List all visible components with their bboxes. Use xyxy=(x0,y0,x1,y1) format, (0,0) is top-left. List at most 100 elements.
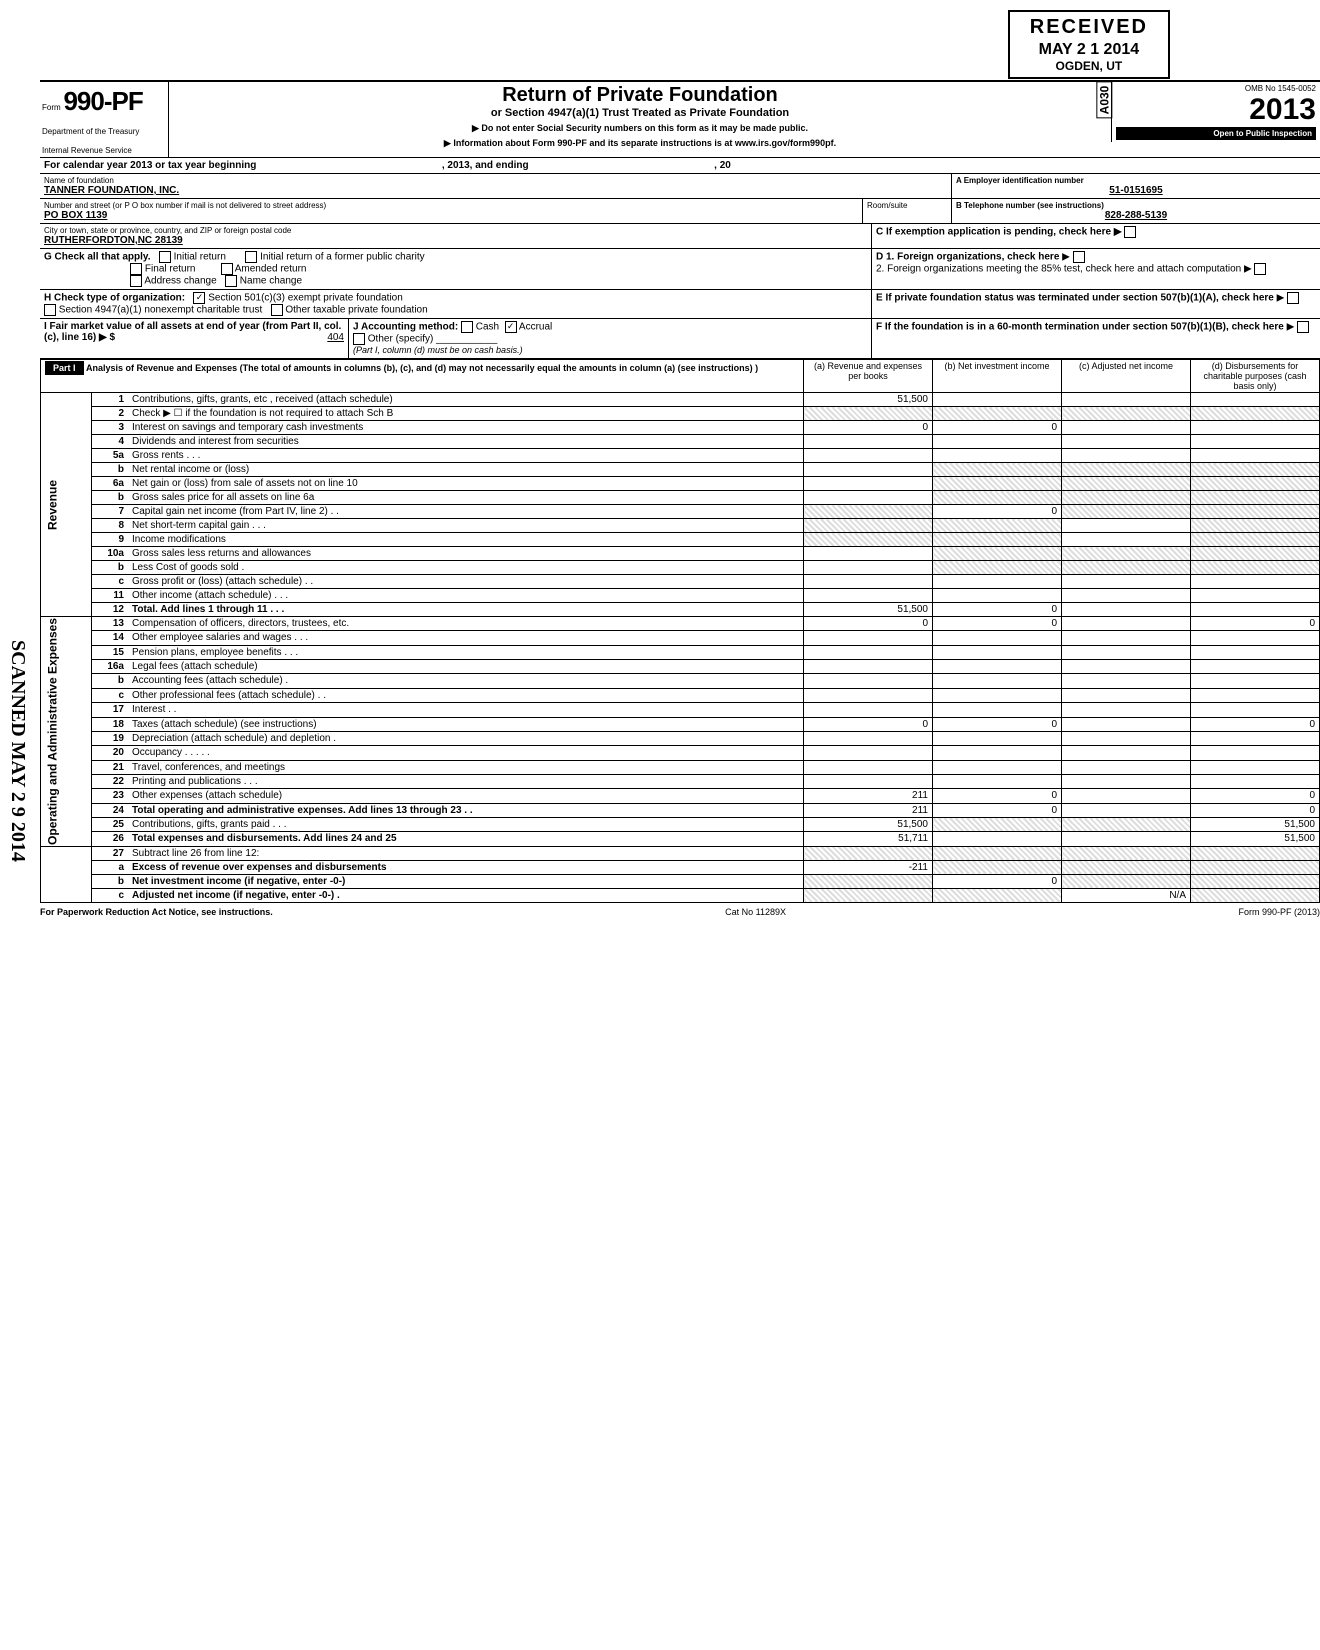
amount-cell xyxy=(1062,533,1191,547)
amount-cell xyxy=(1062,645,1191,659)
g-amended-cb[interactable] xyxy=(221,263,233,275)
col-a-header: (a) Revenue and expenses per books xyxy=(804,360,933,393)
h-4947-cb[interactable] xyxy=(44,304,56,316)
open-to-public: Open to Public Inspection xyxy=(1116,127,1316,140)
amount-cell xyxy=(1191,703,1320,717)
d2-cb[interactable] xyxy=(1254,263,1266,275)
amount-cell xyxy=(933,407,1062,421)
part1-title: Analysis of Revenue and Expenses (The to… xyxy=(86,363,758,373)
amount-cell xyxy=(1191,575,1320,589)
row-number: c xyxy=(92,888,129,902)
j-cash-cb[interactable] xyxy=(461,321,473,333)
table-row: 9Income modifications xyxy=(41,533,1320,547)
amount-cell xyxy=(1191,477,1320,491)
cal-year-prefix: For calendar year 2013 or tax year begin… xyxy=(44,160,256,171)
row-desc: Other employee salaries and wages . . . xyxy=(128,631,804,645)
row-number: b xyxy=(92,674,129,688)
amount-cell xyxy=(1191,631,1320,645)
table-row: Operating and Administrative Expenses13C… xyxy=(41,617,1320,631)
tax-year: 20201313 xyxy=(1116,93,1316,127)
j-other-cb[interactable] xyxy=(353,333,365,345)
amount-cell xyxy=(804,645,933,659)
h-other-cb[interactable] xyxy=(271,304,283,316)
row-desc: Capital gain net income (from Part IV, l… xyxy=(128,505,804,519)
table-row: 8Net short-term capital gain . . . xyxy=(41,519,1320,533)
g-former-cb[interactable] xyxy=(245,251,257,263)
amount-cell xyxy=(1191,589,1320,603)
table-row: 10aGross sales less returns and allowanc… xyxy=(41,547,1320,561)
amount-cell xyxy=(1191,888,1320,902)
j-other: Other (specify) xyxy=(368,334,434,345)
amount-cell xyxy=(933,589,1062,603)
amount-cell xyxy=(1191,846,1320,860)
amount-cell xyxy=(804,674,933,688)
addr-label: Number and street (or P O box number if … xyxy=(44,201,858,210)
row-number: 1 xyxy=(92,393,129,407)
dept-treasury: Department of the Treasury xyxy=(42,127,162,136)
amount-cell xyxy=(1191,674,1320,688)
amount-cell xyxy=(1191,603,1320,617)
form-note-ssn: ▶ Do not enter Social Security numbers o… xyxy=(175,123,1105,134)
h-501-cb[interactable]: ✓ xyxy=(193,292,205,304)
g-addrchg: Address change xyxy=(144,276,216,287)
amount-cell xyxy=(1062,717,1191,731)
row-number: 6a xyxy=(92,477,129,491)
amount-cell xyxy=(1191,407,1320,421)
table-row: 16aLegal fees (attach schedule) xyxy=(41,660,1320,674)
row-number: b xyxy=(92,491,129,505)
amount-cell xyxy=(1191,774,1320,788)
row-number: b xyxy=(92,561,129,575)
table-row: bGross sales price for all assets on lin… xyxy=(41,491,1320,505)
e-cb[interactable] xyxy=(1287,292,1299,304)
amount-cell xyxy=(1062,575,1191,589)
amount-cell xyxy=(933,631,1062,645)
g-d-row: G Check all that apply. Initial return I… xyxy=(40,249,1320,290)
amount-cell: 211 xyxy=(804,803,933,817)
row-number: 8 xyxy=(92,519,129,533)
amount-cell xyxy=(804,888,933,902)
row-desc: Dividends and interest from securities xyxy=(128,435,804,449)
row-desc: Less Cost of goods sold . xyxy=(128,561,804,575)
row-number: 21 xyxy=(92,760,129,774)
table-row: bAccounting fees (attach schedule) . xyxy=(41,674,1320,688)
amount-cell: 0 xyxy=(804,717,933,731)
table-row: 17Interest . . xyxy=(41,703,1320,717)
table-row: 20Occupancy . . . . . xyxy=(41,746,1320,760)
c-checkbox[interactable] xyxy=(1124,226,1136,238)
row-number: 9 xyxy=(92,533,129,547)
table-row: aExcess of revenue over expenses and dis… xyxy=(41,860,1320,874)
amount-cell xyxy=(804,660,933,674)
h-label: H Check type of organization: xyxy=(44,293,185,304)
name-ein-row: Name of foundation TANNER FOUNDATION, IN… xyxy=(40,174,1320,199)
amount-cell xyxy=(1191,860,1320,874)
amount-cell xyxy=(804,631,933,645)
amount-cell xyxy=(1062,449,1191,463)
amount-cell xyxy=(1062,832,1191,847)
g-initial-cb[interactable] xyxy=(159,251,171,263)
amount-cell xyxy=(933,832,1062,847)
row-desc: Gross sales price for all assets on line… xyxy=(128,491,804,505)
d1-cb[interactable] xyxy=(1073,251,1085,263)
amount-cell: 211 xyxy=(804,789,933,803)
g-final-cb[interactable] xyxy=(130,263,142,275)
j-accrual-cb[interactable]: ✓ xyxy=(505,321,517,333)
g-namechg-cb[interactable] xyxy=(225,275,237,287)
row-number: 19 xyxy=(92,731,129,745)
amount-cell xyxy=(933,746,1062,760)
h-4947: Section 4947(a)(1) nonexempt charitable … xyxy=(59,305,262,316)
amount-cell: N/A xyxy=(1062,888,1191,902)
f-cb[interactable] xyxy=(1297,321,1309,333)
g-addrchg-cb[interactable] xyxy=(130,275,142,287)
amount-cell xyxy=(933,533,1062,547)
row-number: 22 xyxy=(92,774,129,788)
omb-number: OMB No 1545-0052 xyxy=(1116,84,1316,93)
amount-cell: 0 xyxy=(933,717,1062,731)
row-number: 26 xyxy=(92,832,129,847)
amount-cell xyxy=(804,703,933,717)
amount-cell xyxy=(1191,660,1320,674)
amount-cell: -211 xyxy=(804,860,933,874)
table-row: bNet rental income or (loss) xyxy=(41,463,1320,477)
amount-cell xyxy=(1191,547,1320,561)
amount-cell xyxy=(933,660,1062,674)
amount-cell xyxy=(804,463,933,477)
